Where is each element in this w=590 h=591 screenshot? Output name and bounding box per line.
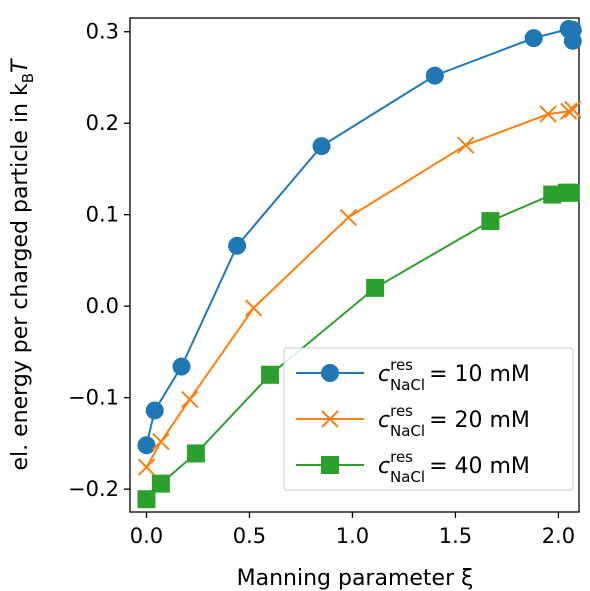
data-point	[186, 444, 205, 463]
x-tick-label: 1.5	[439, 524, 472, 548]
y-axis-label-sub: B	[19, 73, 37, 83]
legend-label-symbol: c	[378, 362, 390, 387]
legend-entry-40mm: cres NaCl = 40 mM	[296, 448, 530, 486]
legend-label-sup: res	[390, 448, 413, 466]
legend-marker-x	[321, 410, 339, 428]
legend-entry-20mm: cres NaCl = 20 mM	[296, 402, 530, 440]
x-tick-label: 2.0	[542, 524, 575, 548]
y-axis-label-main: el. energy per charged particle in k	[8, 83, 33, 470]
legend-label-value: = 10 mM	[429, 362, 530, 387]
data-point	[524, 29, 543, 48]
data-point	[339, 208, 358, 227]
legend-label-sup: res	[390, 402, 413, 420]
data-point	[261, 365, 280, 384]
series-3	[137, 183, 580, 509]
y-axis-label: el. energy per charged particle in kBT	[8, 58, 37, 471]
x-tick-label: 0.0	[130, 524, 163, 548]
x-axis-label: Manning parameter ξ	[237, 566, 474, 591]
legend-frame	[283, 347, 574, 491]
data-point	[457, 136, 475, 154]
legend-label-sub: NaCl	[390, 468, 425, 486]
y-axis: −0.2 −0.1 0.0 0.1 0.2 0.3	[68, 20, 130, 501]
x-tick-label: 0.5	[233, 524, 266, 548]
series-1	[137, 19, 582, 455]
data-point	[539, 105, 557, 123]
legend-marker-circle	[321, 364, 339, 382]
data-point	[481, 212, 500, 231]
data-point	[152, 432, 170, 451]
legend-label-value: = 20 mM	[429, 408, 530, 433]
data-point	[425, 66, 444, 85]
data-point	[366, 278, 385, 297]
data-point	[561, 183, 580, 202]
data-point	[564, 100, 582, 119]
series-layer	[137, 19, 582, 509]
legend-label-symbol: c	[378, 454, 390, 479]
x-tick-label: 1.0	[336, 524, 369, 548]
x-axis: 0.0 0.5 1.0 1.5 2.0	[130, 512, 575, 548]
y-axis-label-tail: T	[8, 58, 33, 73]
data-point	[312, 137, 331, 156]
y-tick-label: 0.3	[86, 20, 119, 44]
legend-label-sub: NaCl	[390, 422, 425, 440]
data-point	[137, 490, 156, 509]
legend-entry-10mm: cres NaCl = 10 mM	[296, 356, 530, 394]
data-point	[228, 236, 247, 255]
data-point	[181, 390, 199, 409]
y-tick-label: 0.1	[86, 203, 119, 227]
data-point	[559, 102, 578, 121]
data-point	[151, 474, 170, 493]
y-tick-label: 0.0	[86, 294, 119, 318]
data-point	[543, 185, 562, 204]
y-tick-label: −0.1	[68, 386, 119, 410]
data-point	[563, 31, 582, 50]
y-tick-label: −0.2	[68, 477, 119, 501]
data-point	[244, 299, 263, 317]
legend-label-value: = 40 mM	[429, 454, 530, 479]
data-point	[137, 436, 156, 455]
data-point	[172, 357, 191, 376]
legend-label-symbol: c	[378, 408, 390, 433]
y-tick-label: 0.2	[86, 111, 119, 135]
data-point	[137, 458, 156, 476]
data-point	[145, 401, 164, 420]
legend-label-sup: res	[390, 356, 413, 374]
series-2	[137, 100, 582, 476]
legend-marker-square	[321, 456, 339, 474]
legend: cres NaCl = 10 mM cres NaCl = 20 mM cres NaCl…	[283, 347, 574, 491]
legend-label-sub: NaCl	[390, 376, 425, 394]
